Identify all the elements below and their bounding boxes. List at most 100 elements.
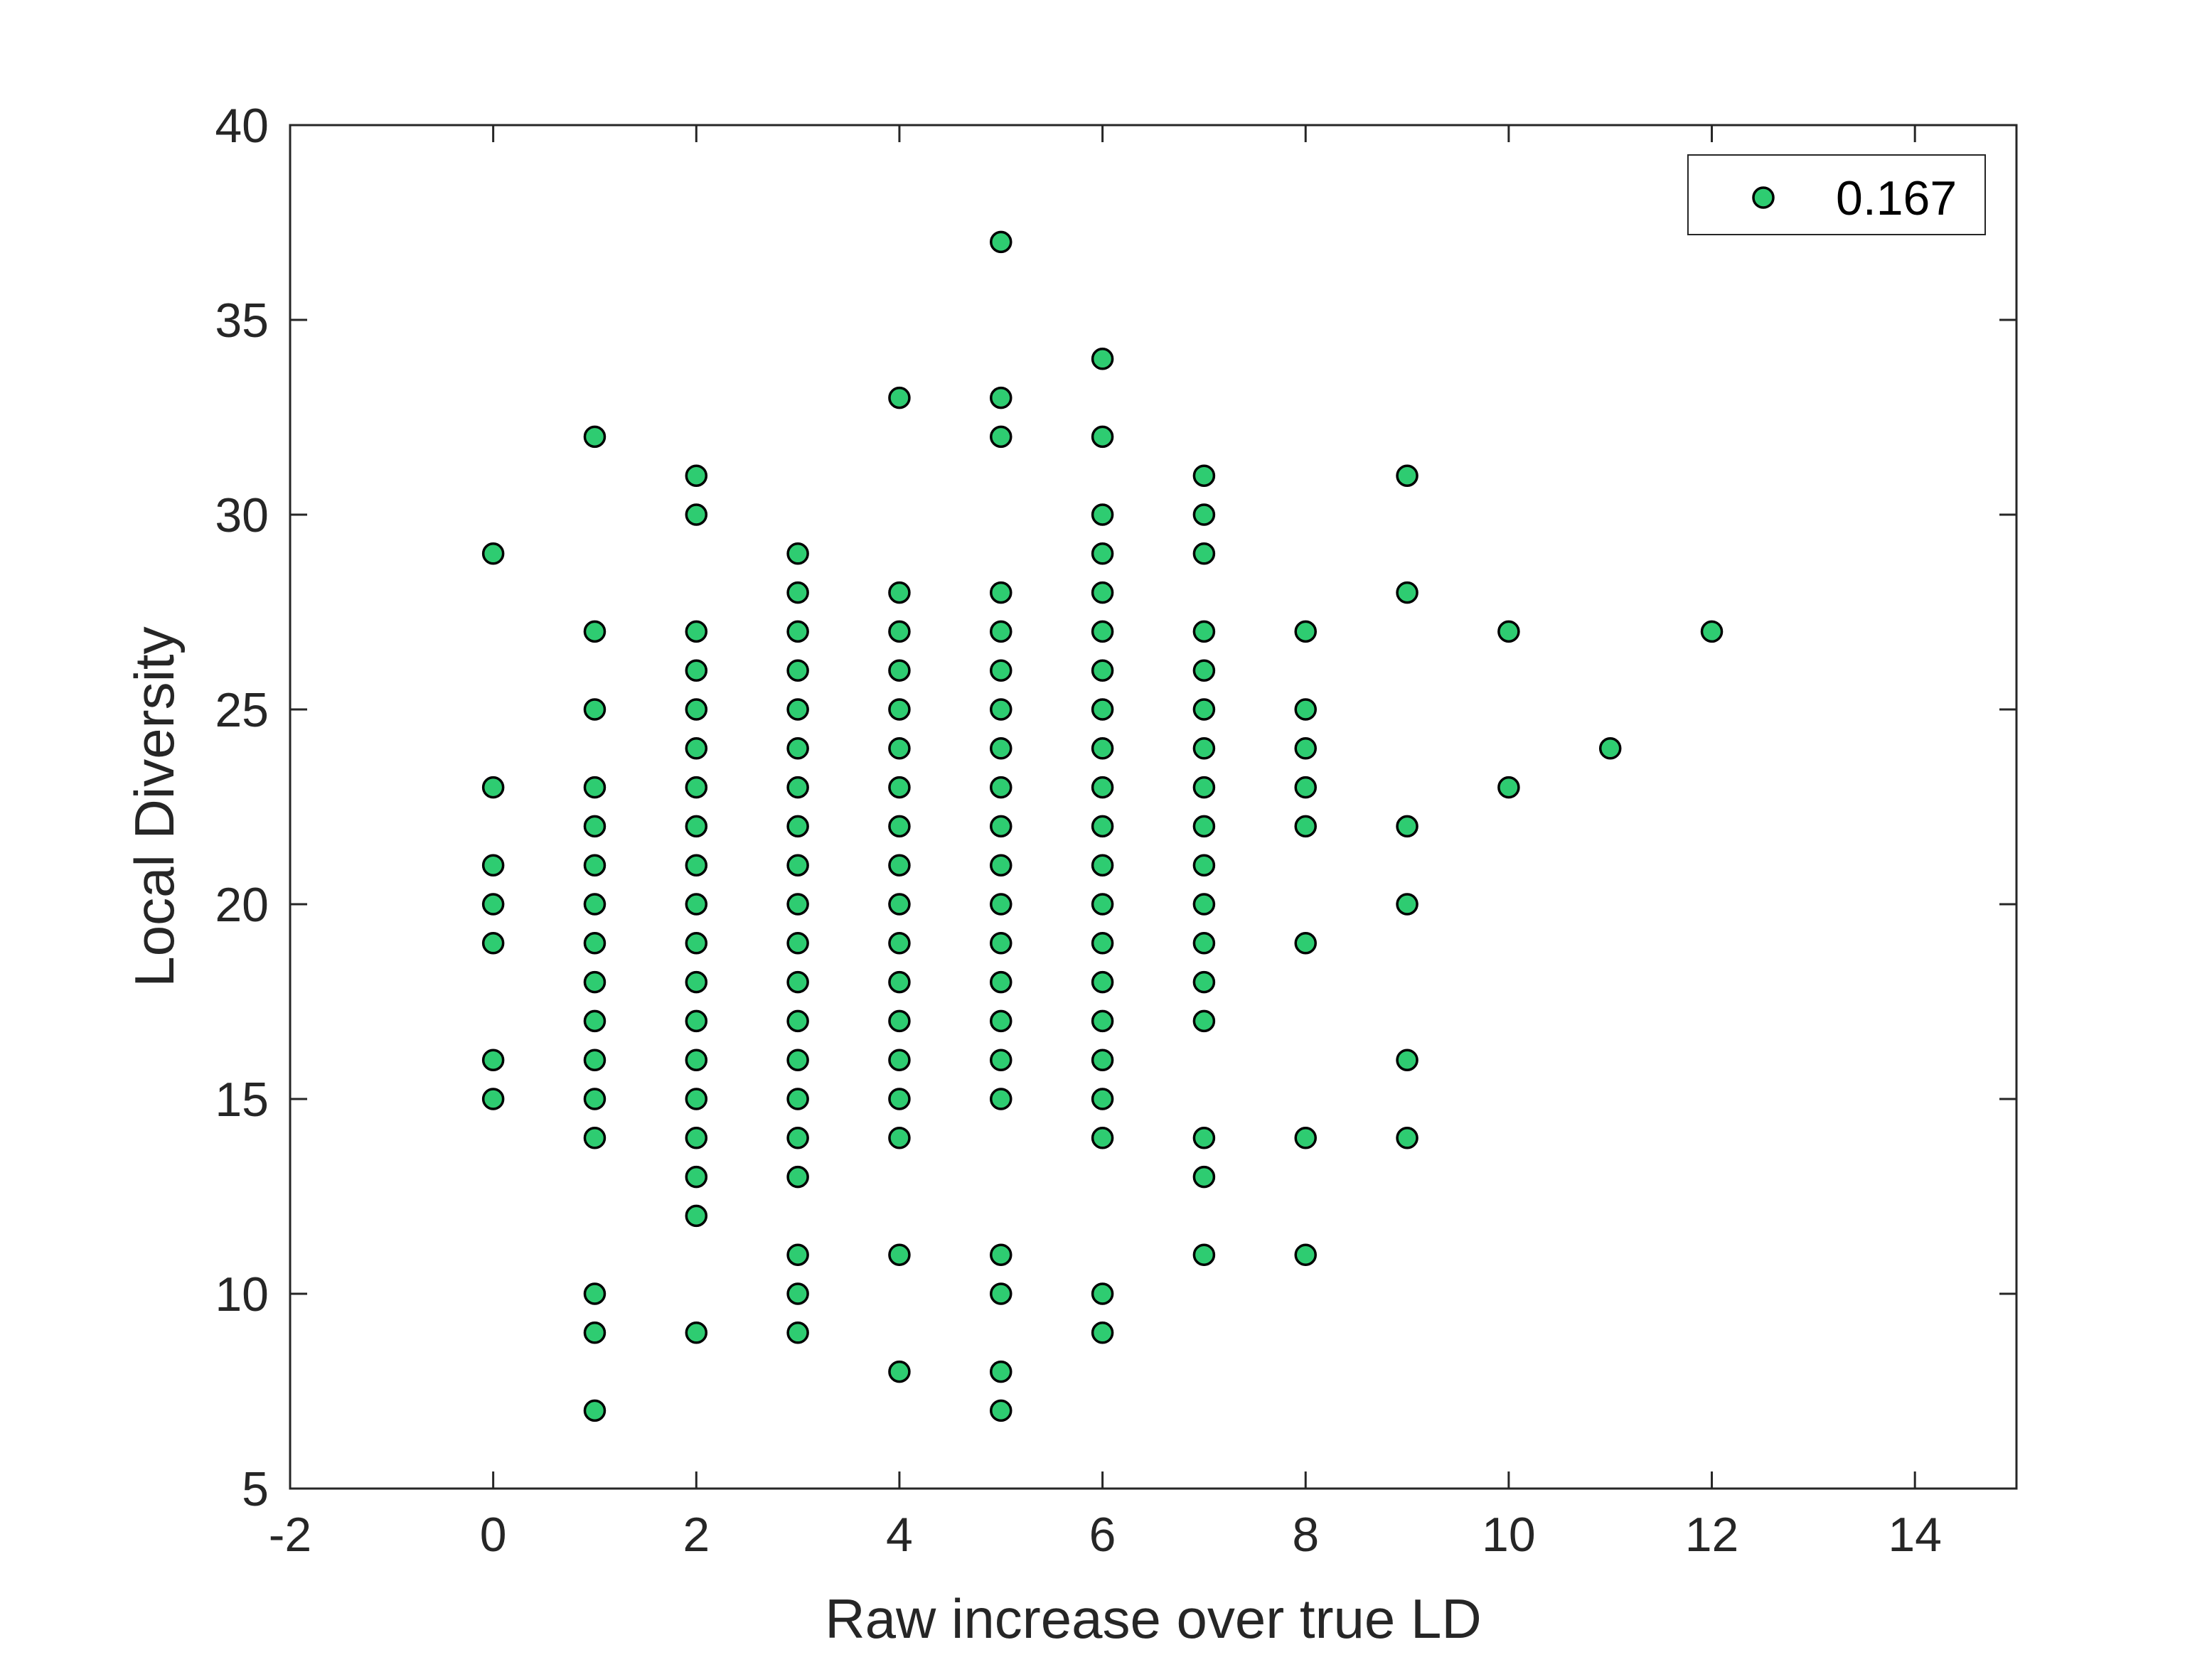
data-point <box>1091 1009 1114 1033</box>
data-point <box>1396 581 1418 604</box>
data-point <box>1396 1049 1418 1071</box>
data-point <box>888 776 911 799</box>
data-point <box>1192 1243 1216 1266</box>
data-point <box>1192 464 1216 487</box>
data-point <box>583 1009 607 1033</box>
data-point <box>786 581 809 604</box>
data-point <box>481 1088 505 1110</box>
data-point <box>786 698 809 721</box>
data-point <box>1091 503 1114 526</box>
data-point <box>1192 893 1216 916</box>
data-point <box>990 737 1013 760</box>
data-point <box>786 932 809 955</box>
data-point <box>1192 970 1216 994</box>
x-tick-label: 12 <box>1685 1508 1739 1562</box>
data-point <box>990 893 1013 916</box>
data-point <box>1192 1165 1216 1189</box>
data-point <box>685 854 708 876</box>
data-point <box>583 1321 607 1344</box>
data-point <box>786 1088 809 1110</box>
data-point <box>1192 737 1216 760</box>
data-point <box>481 776 505 799</box>
data-point <box>1091 815 1114 838</box>
data-point <box>1091 970 1114 994</box>
data-point <box>1497 620 1520 643</box>
data-point <box>685 776 708 799</box>
data-point <box>888 854 911 876</box>
data-point <box>888 737 911 760</box>
data-point <box>1598 737 1622 760</box>
data-point <box>1294 737 1317 760</box>
data-point <box>990 659 1013 682</box>
data-point <box>481 893 505 916</box>
data-point <box>1294 1243 1317 1266</box>
y-tick-label: 5 <box>242 1462 269 1516</box>
data-point <box>786 893 809 916</box>
data-point <box>685 1049 708 1071</box>
y-tick-label: 35 <box>215 294 269 348</box>
data-point <box>1192 620 1216 643</box>
data-point <box>888 815 911 838</box>
data-point <box>1396 815 1418 838</box>
y-tick-label: 15 <box>215 1073 269 1127</box>
data-point <box>990 620 1013 643</box>
data-point <box>786 1009 809 1033</box>
data-point <box>1192 503 1216 526</box>
data-point <box>685 659 708 682</box>
data-point <box>990 425 1013 449</box>
data-point <box>888 932 911 955</box>
data-point <box>786 970 809 994</box>
x-axis-label: Raw increase over true LD <box>825 1587 1481 1650</box>
data-point <box>685 698 708 721</box>
data-point <box>990 698 1013 721</box>
data-point <box>685 815 708 838</box>
data-point <box>1091 1049 1114 1071</box>
data-point <box>786 1282 809 1305</box>
data-point <box>1192 659 1216 682</box>
data-point <box>1091 581 1114 604</box>
data-point <box>990 815 1013 838</box>
data-point <box>583 893 607 916</box>
data-point <box>1091 893 1114 916</box>
data-point <box>786 1243 809 1266</box>
data-point <box>786 737 809 760</box>
data-point <box>888 893 911 916</box>
data-point <box>481 1049 505 1071</box>
x-tick-label: 14 <box>1888 1508 1942 1562</box>
data-point <box>1396 1127 1418 1149</box>
data-point <box>1091 698 1114 721</box>
data-point <box>685 737 708 760</box>
data-point <box>685 503 708 526</box>
x-tick-label: 6 <box>1089 1508 1116 1562</box>
data-point <box>1091 776 1114 799</box>
data-point <box>786 1165 809 1189</box>
data-point <box>583 776 607 799</box>
data-point <box>1192 698 1216 721</box>
data-point <box>583 815 607 838</box>
data-point <box>1294 620 1317 643</box>
data-point <box>481 542 505 565</box>
data-point <box>583 932 607 955</box>
data-point <box>1091 425 1114 449</box>
data-point <box>685 932 708 955</box>
data-point <box>1192 932 1216 955</box>
data-point <box>990 932 1013 955</box>
data-point <box>1192 815 1216 838</box>
y-tick-label: 30 <box>215 488 269 542</box>
data-point <box>1294 1127 1317 1149</box>
data-point <box>1700 620 1724 643</box>
data-point <box>685 893 708 916</box>
data-point <box>888 620 911 643</box>
data-point <box>685 1321 708 1344</box>
data-point <box>888 1049 911 1071</box>
data-point <box>1192 776 1216 799</box>
data-point <box>1294 932 1317 955</box>
y-tick-label: 25 <box>215 683 269 737</box>
data-point <box>888 1088 911 1110</box>
data-point <box>1091 932 1114 955</box>
legend-marker <box>1752 186 1775 209</box>
data-point <box>990 1049 1013 1071</box>
data-point <box>583 425 607 449</box>
data-point <box>990 1088 1013 1110</box>
x-tick-label: 0 <box>480 1508 507 1562</box>
